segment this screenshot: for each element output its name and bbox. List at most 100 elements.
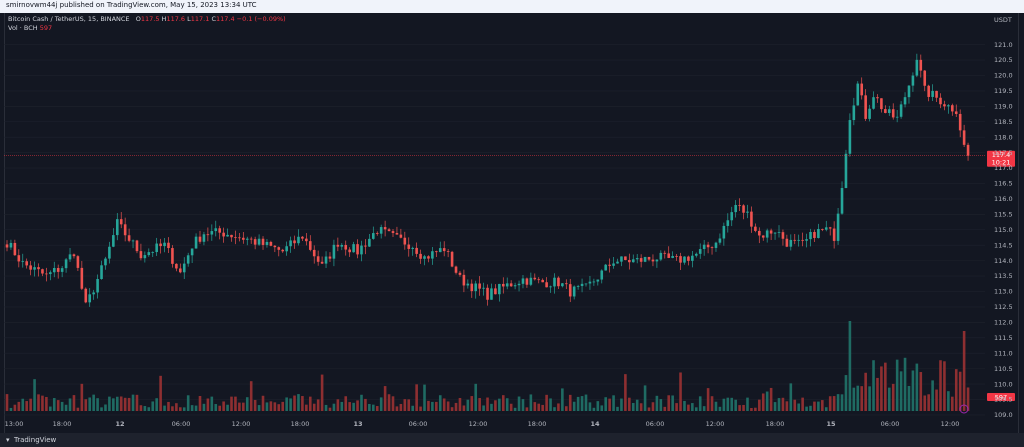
y-tick-label: 112.5 [994,303,1013,311]
volume-bar [561,388,564,411]
legend-symbol[interactable]: Bitcoin Cash / TetherUS, 15, BINANCE [8,15,130,23]
legend-o-value: 117.5 [140,15,160,23]
candle-body [545,282,548,288]
y-tick-label: 110.0 [994,380,1013,388]
candle-body [537,279,541,281]
tradingview-logo[interactable]: ▾ TradingView [6,436,56,444]
candle-body [450,251,454,267]
candle-body [714,242,718,248]
volume-bar [218,405,221,411]
price-lines: 117.410:21 597 [4,150,1015,414]
chart-panel[interactable] [0,13,1024,433]
y-tick-label: 120.0 [994,72,1013,80]
candle-body [167,242,170,249]
candle-body [202,234,206,242]
candle-body [5,244,9,248]
legend-h-label: H [161,15,167,23]
volume-bar [726,397,730,411]
legend-vol-label[interactable]: Vol · BCH [8,24,38,32]
candle-body [647,256,651,260]
candle-body [356,244,359,255]
volume-bar [568,394,572,411]
y-tick-label: 121.0 [994,41,1013,49]
volume-bar [147,407,151,411]
volume-bar [332,403,336,411]
volume-bar [954,369,958,411]
volume-bar [308,396,312,411]
volume-bar [249,381,253,411]
volume-bar [285,397,288,411]
volume-bars [5,321,970,411]
candle-body [612,263,615,266]
volume-bar [64,404,68,411]
volume-bar [580,396,584,411]
candle-body [17,255,21,262]
candle-body [454,266,458,273]
volume-bar [887,387,891,411]
candle-body [273,245,277,248]
volume-bar [856,385,860,411]
candle-body [442,248,446,252]
price-axis: USDT 121.0 120.5 120.0 119.5 119.0 118.5 118.0 1… [994,16,1013,419]
volume-bar [604,397,607,411]
candle-body [368,238,371,247]
candle-body [880,98,883,110]
volume-bar [383,386,387,411]
volume-bar [880,366,883,411]
volume-bar [754,407,757,411]
volume-bar [958,371,962,411]
candle-body [312,249,316,257]
volume-bar [21,398,25,411]
legend-l-value: 117.1 [190,15,210,23]
volume-bar [33,379,36,411]
last-price-value: 117.4 [992,151,1011,159]
volume-bar [714,401,718,411]
volume-bar [801,397,804,411]
candle-body [706,244,710,248]
volume-bar [297,394,300,411]
volume-bar [675,403,678,411]
candle-body [163,242,166,247]
volume-bar [104,404,107,411]
y-tick-label: 109.5 [994,396,1013,404]
y-tick-label: 117.0 [994,164,1013,172]
candle-body [80,267,84,289]
candle-body [895,116,899,118]
candle-body [159,243,162,247]
volume-bar [730,397,734,411]
candle-body [789,239,793,247]
candle-body [691,255,694,261]
candle-body [600,270,604,280]
candle-body [438,248,442,253]
volume-bar [647,407,651,411]
candle-body [104,258,107,266]
candle-body [92,292,95,295]
candle-body [269,241,273,246]
candle-body [324,256,328,264]
volume-bar [509,403,513,411]
candle-body [966,144,970,156]
candle-body [190,248,194,256]
volume-bar [45,396,48,411]
candle-body [143,255,147,259]
x-tick-label: 18:00 [53,420,72,428]
candle-body [911,75,915,86]
candle-body [379,227,383,234]
candle-body [293,240,296,244]
candle-body [49,272,52,275]
candle-body [860,83,864,96]
volume-bar [466,399,470,411]
candle-body [718,238,722,243]
candle-body [419,253,422,259]
volume-bar [505,398,509,411]
y-tick-label: 117.5 [994,149,1013,157]
candle-body [561,283,564,287]
volume-bar [734,399,737,411]
candle-body [659,252,663,260]
volume-bar [198,395,202,411]
candle-body [576,286,580,287]
candle-body [694,253,698,256]
candle-body [667,253,671,258]
candles [5,53,970,307]
